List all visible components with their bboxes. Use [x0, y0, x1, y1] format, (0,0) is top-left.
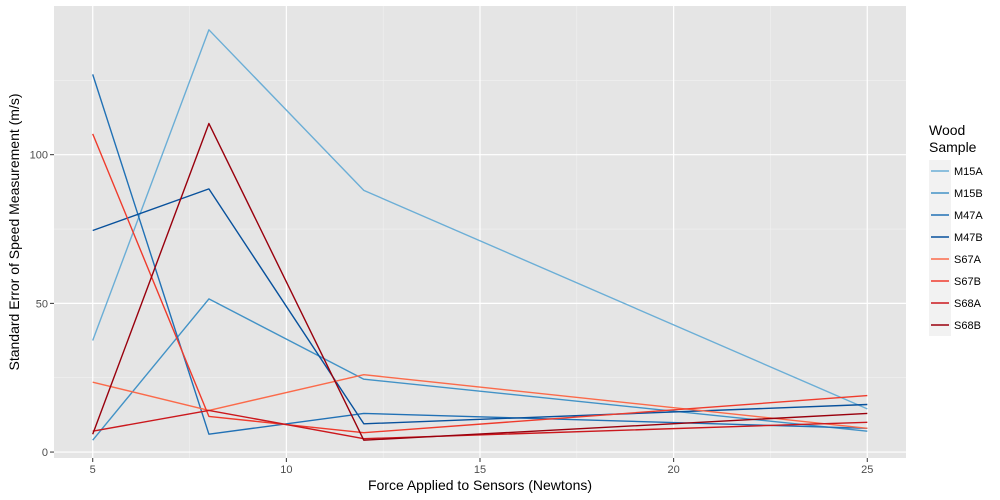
y-tick-label: 100 — [30, 150, 48, 162]
x-axis-title: Force Applied to Sensors (Newtons) — [368, 477, 592, 493]
y-tick-label: 0 — [42, 447, 48, 459]
series-line-s68b — [92, 122, 868, 441]
legend-item-m15a: M15A — [929, 160, 983, 182]
x-axis: 5 10 15 20 25 — [90, 458, 873, 476]
series-line-m15b — [92, 298, 868, 441]
x-tick-label: 10 — [280, 464, 292, 476]
legend-item-m47a: M47A — [929, 204, 983, 226]
legend-label: S68A — [954, 298, 982, 310]
x-tick-label: 20 — [668, 464, 680, 476]
legend-label: M15A — [954, 166, 983, 178]
legend-item-s68a: S68A — [929, 292, 982, 314]
series-line-m47a — [92, 74, 868, 435]
legend-items: M15A M15B M47A M47B S67A S67B S68A S68B — [929, 160, 983, 336]
y-axis-title: Standard Error of Speed Measurement (m/s… — [6, 93, 22, 370]
legend-label: M47A — [954, 210, 983, 222]
major-gridlines — [54, 6, 906, 458]
series-lines — [92, 29, 868, 441]
x-tick-label: 5 — [90, 464, 96, 476]
x-tick-label: 15 — [474, 464, 486, 476]
series-line-s68a — [92, 409, 868, 440]
legend-label: M15B — [954, 188, 983, 200]
legend-label: S68B — [954, 320, 981, 332]
legend-label: M47B — [954, 232, 983, 244]
series-line-m15a — [92, 29, 868, 410]
legend-item-s68b: S68B — [929, 314, 981, 336]
legend-item-m15b: M15B — [929, 182, 983, 204]
y-axis: 0 50 100 — [30, 150, 54, 459]
x-tick-label: 25 — [861, 464, 873, 476]
legend-label: S67A — [954, 254, 982, 266]
y-tick-label: 50 — [36, 298, 48, 310]
legend-title-line-2: Sample — [929, 139, 977, 155]
legend: Wood Sample M15A M15B M47A M47B S67A S67B S68A… — [929, 122, 983, 336]
legend-title-line-1: Wood — [929, 122, 965, 138]
legend-item-s67a: S67A — [929, 248, 982, 270]
legend-item-m47b: M47B — [929, 226, 983, 248]
legend-item-s67b: S67B — [929, 270, 981, 292]
legend-label: S67B — [954, 276, 981, 288]
series-line-s67a — [92, 374, 868, 429]
